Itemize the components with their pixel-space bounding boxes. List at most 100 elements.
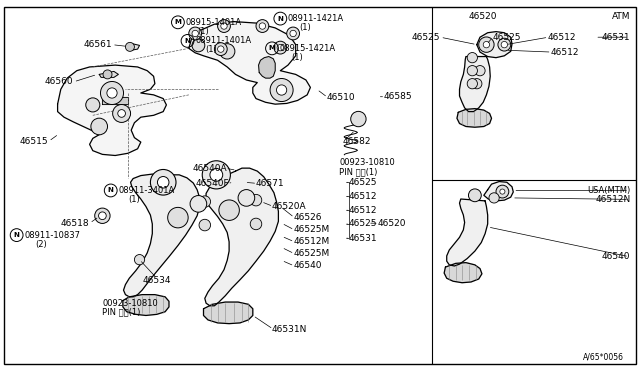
- Text: N: N: [184, 38, 191, 44]
- Circle shape: [118, 110, 125, 117]
- Text: 46540: 46540: [602, 252, 630, 261]
- Circle shape: [218, 20, 230, 32]
- Circle shape: [468, 189, 481, 202]
- Circle shape: [199, 196, 211, 207]
- Circle shape: [221, 23, 227, 29]
- Text: ATM: ATM: [612, 12, 630, 21]
- Circle shape: [467, 52, 477, 63]
- Circle shape: [475, 65, 485, 76]
- Text: 46540A: 46540A: [193, 164, 227, 173]
- Text: 46520A: 46520A: [272, 202, 307, 211]
- Text: 08915-1421A: 08915-1421A: [280, 44, 336, 53]
- Text: 46534: 46534: [143, 276, 171, 285]
- Circle shape: [274, 41, 287, 54]
- Text: 08915-1401A: 08915-1401A: [186, 18, 242, 27]
- Circle shape: [238, 190, 255, 206]
- Circle shape: [107, 88, 117, 98]
- Text: 46525M: 46525M: [293, 249, 330, 258]
- Text: 46540: 46540: [293, 262, 322, 270]
- Circle shape: [113, 105, 131, 122]
- Circle shape: [276, 85, 287, 95]
- Text: 46571: 46571: [256, 179, 285, 188]
- Circle shape: [190, 196, 207, 212]
- Polygon shape: [205, 168, 278, 306]
- Text: (1): (1): [197, 27, 209, 36]
- Text: N: N: [13, 232, 20, 238]
- Polygon shape: [123, 295, 169, 315]
- Text: 46531: 46531: [349, 234, 378, 243]
- Text: 46531: 46531: [602, 33, 630, 42]
- Circle shape: [220, 44, 235, 59]
- Text: 46512: 46512: [547, 33, 576, 42]
- Circle shape: [192, 39, 205, 52]
- Text: 46560: 46560: [45, 77, 74, 86]
- Circle shape: [256, 20, 269, 32]
- Circle shape: [472, 78, 482, 89]
- Text: PIN ピン(1): PIN ピン(1): [339, 167, 378, 176]
- Text: 46585: 46585: [384, 92, 413, 101]
- Circle shape: [189, 27, 202, 40]
- Text: 46526: 46526: [293, 213, 322, 222]
- Text: (1): (1): [128, 195, 140, 204]
- Circle shape: [287, 27, 300, 40]
- Polygon shape: [58, 65, 166, 155]
- Text: 46512M: 46512M: [293, 237, 330, 246]
- Circle shape: [157, 177, 169, 188]
- Circle shape: [214, 43, 227, 55]
- Polygon shape: [204, 302, 253, 324]
- Polygon shape: [124, 174, 200, 297]
- Text: 08911-1421A: 08911-1421A: [288, 14, 344, 23]
- Text: (1): (1): [291, 53, 303, 62]
- Text: USA(MTM): USA(MTM): [587, 186, 630, 195]
- Circle shape: [168, 207, 188, 228]
- Text: 46518: 46518: [61, 219, 90, 228]
- Circle shape: [467, 78, 477, 89]
- Text: 00923-10810: 00923-10810: [102, 299, 158, 308]
- Text: 46525M: 46525M: [293, 225, 330, 234]
- Polygon shape: [447, 199, 488, 266]
- Text: (1): (1): [205, 45, 216, 54]
- Polygon shape: [127, 44, 140, 50]
- Circle shape: [250, 195, 262, 206]
- Text: 46520: 46520: [378, 219, 406, 228]
- Text: (1): (1): [300, 23, 311, 32]
- Text: 46520: 46520: [469, 12, 497, 21]
- Circle shape: [91, 118, 108, 135]
- Text: 46512: 46512: [550, 48, 579, 57]
- Text: A/65*0056: A/65*0056: [583, 353, 624, 362]
- Text: 46512N: 46512N: [595, 195, 630, 204]
- Text: 46525: 46525: [349, 178, 378, 187]
- Text: 46512: 46512: [349, 206, 378, 215]
- Text: 46525: 46525: [412, 33, 440, 42]
- Circle shape: [259, 23, 266, 29]
- Polygon shape: [99, 71, 118, 77]
- Text: 46525: 46525: [493, 33, 522, 42]
- Text: 46582: 46582: [342, 137, 371, 146]
- Circle shape: [483, 41, 490, 48]
- Text: 46525: 46525: [349, 219, 378, 228]
- Text: 08911-10837: 08911-10837: [24, 231, 81, 240]
- Text: 08911-1401A: 08911-1401A: [195, 36, 252, 45]
- Circle shape: [95, 208, 110, 224]
- Text: 46512: 46512: [349, 192, 378, 201]
- Circle shape: [498, 38, 511, 51]
- Polygon shape: [444, 263, 482, 283]
- Text: (2): (2): [35, 240, 47, 248]
- Circle shape: [150, 170, 176, 195]
- Circle shape: [134, 254, 145, 265]
- Circle shape: [86, 98, 100, 112]
- Circle shape: [100, 81, 124, 105]
- Circle shape: [192, 30, 198, 37]
- Polygon shape: [484, 182, 513, 201]
- Text: PIN ピン(1): PIN ピン(1): [102, 307, 141, 316]
- Text: 46531N: 46531N: [272, 325, 307, 334]
- Circle shape: [467, 65, 477, 76]
- Circle shape: [501, 41, 508, 48]
- Text: 46561: 46561: [83, 40, 112, 49]
- Polygon shape: [259, 57, 275, 78]
- Circle shape: [210, 169, 223, 181]
- Circle shape: [479, 37, 494, 52]
- Polygon shape: [189, 22, 310, 104]
- Circle shape: [496, 185, 509, 198]
- Circle shape: [202, 161, 230, 189]
